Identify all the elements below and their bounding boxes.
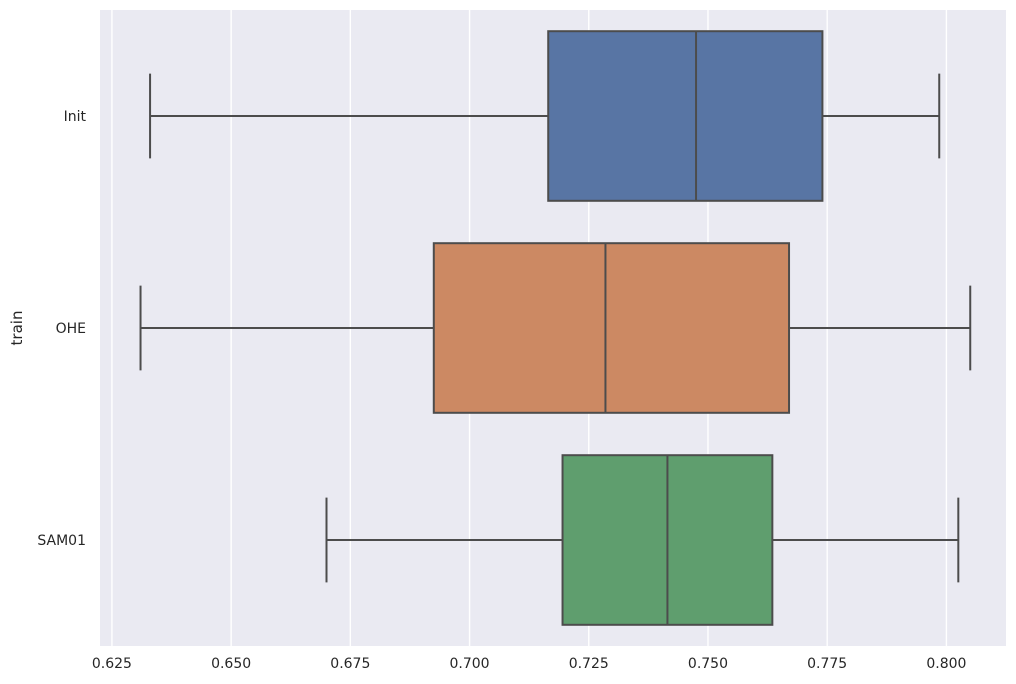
box-ohe: [139, 242, 972, 414]
y-tick-labels: Init OHE SAM01: [37, 109, 86, 549]
x-tick-label: 0.725: [569, 656, 609, 672]
x-tick-label: 0.700: [450, 656, 490, 672]
x-tick-labels: 0.625 0.650 0.675 0.700 0.725 0.750 0.775 0.800: [92, 656, 967, 672]
x-tick-label: 0.650: [211, 656, 251, 672]
y-tick-label: SAM01: [37, 533, 86, 549]
x-tick-label: 0.800: [926, 656, 966, 672]
x-tick-label: 0.675: [330, 656, 370, 672]
x-tick-label: 0.750: [688, 656, 728, 672]
y-axis-label: train: [8, 311, 26, 346]
y-tick-label: Init: [64, 109, 87, 125]
x-tick-label: 0.625: [92, 656, 132, 672]
boxes: [139, 30, 972, 626]
box-sam01: [325, 454, 960, 626]
box-init: [149, 30, 941, 202]
iqr-box: [432, 242, 791, 414]
x-tick-label: 0.775: [807, 656, 847, 672]
y-tick-label: OHE: [56, 321, 86, 337]
iqr-box: [547, 30, 824, 202]
